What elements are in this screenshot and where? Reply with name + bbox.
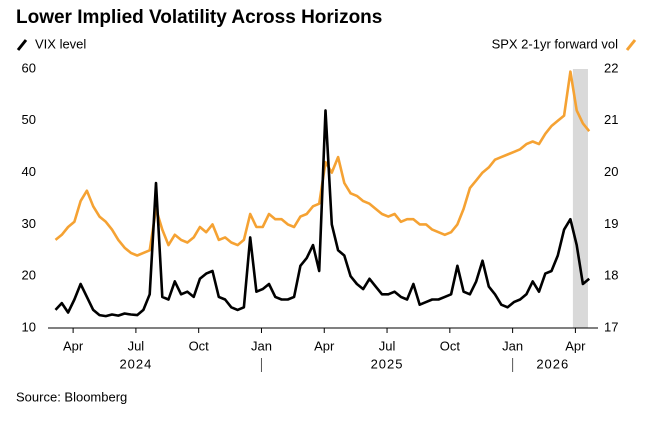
y2-tick-label: 20 [604, 164, 618, 179]
shaded-region [572, 69, 588, 328]
x-tick-label: Oct [189, 338, 210, 353]
x-tick-label: Apr [314, 338, 335, 353]
y-tick-label: 10 [22, 319, 36, 334]
x-tick-label: Oct [440, 338, 461, 353]
year-label: 2026 [536, 356, 569, 371]
x-tick-label: Jan [251, 338, 272, 353]
y2-tick-label: 21 [604, 112, 618, 127]
legend-swatch [625, 39, 637, 51]
y-tick-label: 30 [22, 216, 36, 231]
year-label: 2025 [371, 356, 404, 371]
y-tick-label: 60 [22, 60, 36, 75]
legend-label: SPX 2-1yr forward vol [492, 36, 619, 51]
source-note: Source: Bloomberg [16, 389, 127, 404]
y-tick-label: 50 [22, 112, 36, 127]
year-label: 2024 [119, 356, 152, 371]
legend-label: VIX level [35, 36, 86, 51]
y2-tick-label: 19 [604, 216, 618, 231]
x-tick-label: Jul [379, 338, 396, 353]
series-line [54, 109, 591, 318]
x-tick-label: Apr [63, 338, 84, 353]
y2-tick-label: 17 [604, 319, 618, 334]
chart-title: Lower Implied Volatility Across Horizons [16, 7, 382, 28]
y-tick-label: 40 [22, 164, 36, 179]
x-tick-label: Jul [128, 338, 145, 353]
x-tick-label: Jan [502, 338, 523, 353]
y-tick-label: 20 [22, 268, 36, 283]
y2-tick-label: 22 [604, 60, 618, 75]
legend-swatch [16, 39, 28, 51]
y2-tick-label: 18 [604, 268, 618, 283]
x-tick-label: Apr [565, 338, 586, 353]
